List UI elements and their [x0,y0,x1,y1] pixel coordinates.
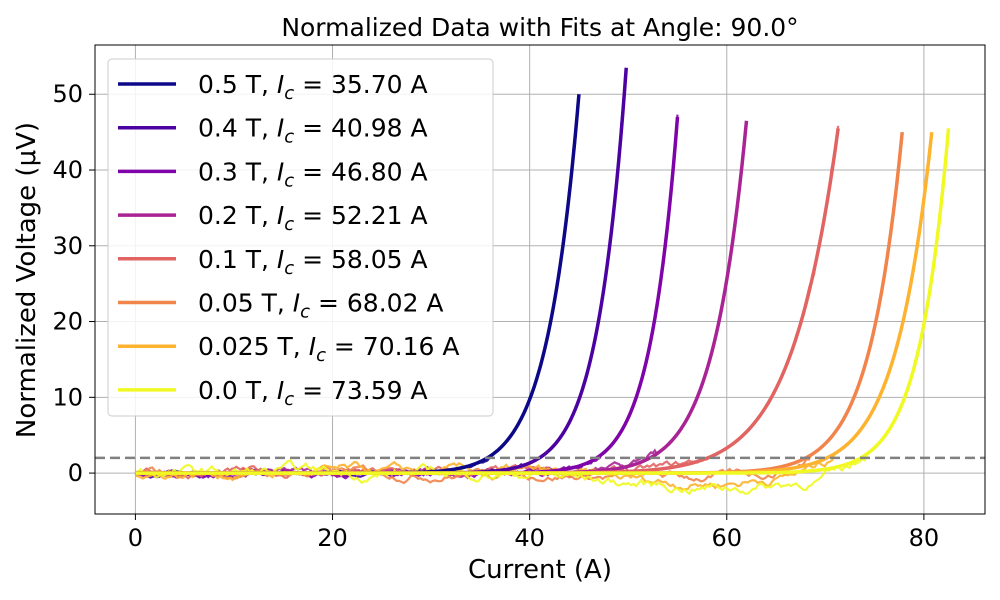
fit-curve-0-0-T [135,128,951,475]
y-tick-label: 20 [52,308,83,336]
y-tick-label: 30 [52,232,83,260]
legend-entry: 0.0 T, Ic = 73.59 A [198,376,428,410]
y-tick-label: 50 [52,80,83,108]
legend-entry: 0.3 T, Ic = 46.80 A [198,157,428,191]
x-axis-ticks: 0 20 40 60 80 [128,514,939,552]
legend-entry: 0.4 T, Ic = 40.98 A [198,114,428,148]
plot-frame [94,44,986,515]
y-tick-label: 0 [68,459,83,487]
y-axis-ticks: 0 10 20 30 40 50 [52,80,95,487]
legend-entry: 0.1 T, Ic = 58.05 A [198,245,428,279]
x-tick-label: 60 [711,524,742,552]
x-tick-label: 40 [514,524,545,552]
x-axis-label: Current (A) [468,555,612,585]
x-tick-label: 0 [128,524,143,552]
legend-entry: 0.2 T, Ic = 52.21 A [198,201,428,235]
y-tick-label: 40 [52,156,83,184]
x-tick-label: 80 [909,524,940,552]
y-tick-label: 10 [52,383,83,411]
legend-box [107,58,494,417]
y-axis-label: Normalized Voltage (μV) [12,122,42,438]
x-tick-label: 20 [317,524,348,552]
legend-entry: 0.05 T, Ic = 68.02 A [198,289,444,323]
chart-title: Normalized Data with Fits at Angle: 90.0… [281,13,798,42]
legend-entry: 0.5 T, Ic = 35.70 A [198,70,428,104]
legend: 0.5 T, Ic = 35.70 A 0.4 T, Ic = 40.98 A 0.… [107,58,494,417]
legend-entry: 0.025 T, Ic = 70.16 A [198,332,459,366]
fit-curves [135,67,951,475]
